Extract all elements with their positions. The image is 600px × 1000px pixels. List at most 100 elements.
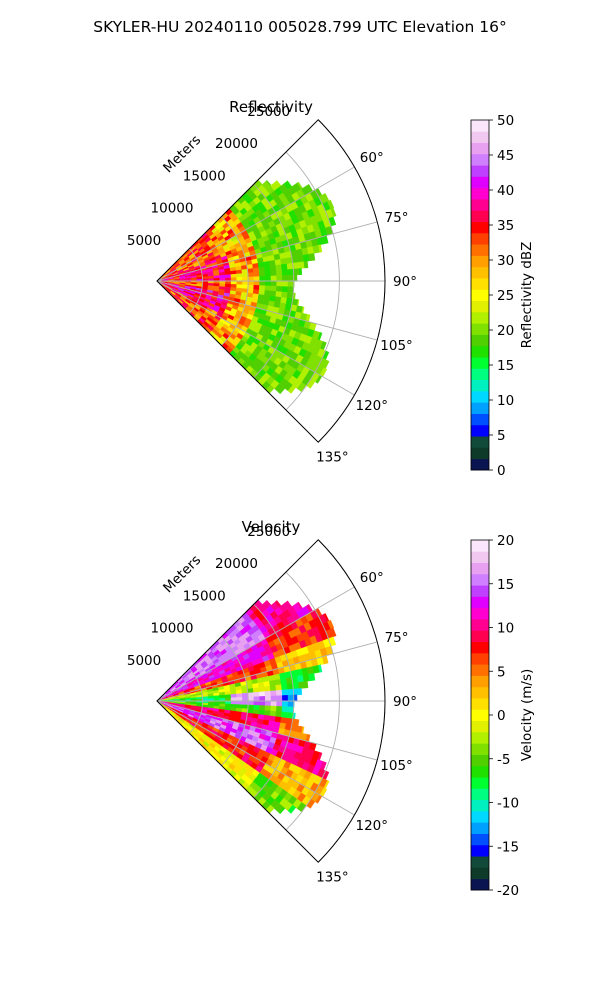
data-cell <box>236 277 243 282</box>
data-cell <box>252 267 260 273</box>
data-cell <box>241 704 249 710</box>
data-cell <box>236 280 243 285</box>
data-cell <box>241 272 249 278</box>
data-cell <box>287 268 294 276</box>
grid-spoke <box>156 586 355 702</box>
data-cell <box>247 280 255 286</box>
colorbar-segment <box>471 120 489 132</box>
colorbar-segment <box>471 731 489 744</box>
colorbar-segment <box>471 390 489 403</box>
data-cell <box>241 284 249 290</box>
colorbar-segment <box>471 289 489 302</box>
polar-frame <box>156 119 386 443</box>
colorbar-segment <box>471 458 489 471</box>
data-cell <box>253 691 260 697</box>
theta-tick-label: 105° <box>380 758 413 774</box>
data-cell <box>270 280 277 287</box>
colorbar-segment <box>471 199 489 211</box>
data-cell <box>259 276 266 282</box>
data-cell <box>298 261 305 269</box>
data-cell <box>264 695 272 702</box>
data-cell <box>258 705 266 711</box>
data-cell <box>213 695 220 699</box>
data-cell <box>287 384 297 394</box>
data-cell <box>296 802 307 813</box>
data-cell <box>278 806 286 815</box>
colorbar-segment <box>471 357 489 369</box>
data-cell <box>247 704 255 710</box>
data-cell <box>253 276 260 282</box>
data-cell <box>281 291 288 299</box>
colorbar-segment <box>471 176 489 189</box>
colorbar-segment <box>471 278 489 290</box>
data-cell <box>247 272 255 278</box>
colorbar-tick-label: 30 <box>497 253 514 269</box>
data-cell <box>235 689 243 695</box>
data-cell <box>280 678 288 685</box>
data-cell <box>327 199 335 210</box>
data-cell <box>253 696 260 702</box>
grid-spoke <box>156 641 378 702</box>
colorbar-tick-label: 25 <box>497 288 514 304</box>
colorbar-segment <box>471 436 489 448</box>
colorbar-segment <box>471 210 489 223</box>
grid-spoke <box>156 280 355 396</box>
colorbar-segment <box>471 447 489 460</box>
colorbar: 0 5 10 15 20 25 30 35 40 45 50 Reflectivity dBZ <box>470 113 535 479</box>
r-tick-label: 10000 <box>151 201 194 217</box>
panel-title: Reflectivity <box>229 98 313 116</box>
data-cell <box>247 276 255 282</box>
colorbar-tick-label: 0 <box>497 463 506 479</box>
data-cell <box>253 700 260 706</box>
grid-spoke <box>156 280 378 341</box>
data-cell <box>241 688 249 694</box>
colorbar-segment <box>471 777 489 789</box>
theta-tick-label: 60° <box>360 150 384 166</box>
colorbar-segment <box>471 867 489 880</box>
r-tick-label: 20000 <box>215 556 258 572</box>
data-cell <box>253 705 260 711</box>
colorbar-label: Velocity (m/s) <box>519 669 535 762</box>
data-cell <box>269 290 277 297</box>
data-cell <box>236 697 243 702</box>
figure-suptitle: SKYLER-HU 20240110 005028.799 UTC Elevat… <box>93 18 507 36</box>
colorbar-tick-label: 35 <box>497 218 514 234</box>
colorbar-segment <box>471 232 489 245</box>
data-cell <box>253 280 260 286</box>
data-cell <box>258 686 266 693</box>
colorbar-segment <box>471 664 489 676</box>
data-cell <box>274 678 282 686</box>
data-cell <box>236 273 243 278</box>
data-cell <box>282 280 289 287</box>
data-cell <box>230 700 238 705</box>
theta-tick-label: 135° <box>316 869 349 885</box>
colorbar-tick-label: 20 <box>497 323 514 339</box>
data-cell <box>264 690 272 697</box>
colorbar-segment <box>471 413 489 426</box>
data-cell <box>280 258 288 265</box>
colorbar-segment <box>471 300 489 313</box>
data-cell <box>247 692 255 698</box>
data-cells <box>156 179 337 395</box>
data-cell <box>270 705 277 712</box>
data-cell <box>276 706 283 713</box>
colorbar-segment <box>471 630 489 643</box>
colorbar-segment <box>471 788 489 801</box>
data-cell <box>230 697 238 702</box>
colorbar-tick-label: 15 <box>497 577 514 593</box>
theta-tick-label: 90° <box>393 274 417 290</box>
r-tick-label: 5000 <box>127 653 161 669</box>
colorbar-tick-label: 50 <box>497 113 514 129</box>
r-tick-label: 5000 <box>127 233 161 249</box>
grid-spoke <box>156 166 355 282</box>
data-cell <box>287 286 294 294</box>
colorbar-segment <box>471 844 489 857</box>
colorbar-tick-label: 45 <box>497 148 514 164</box>
colorbar-tick-label: -20 <box>497 883 519 899</box>
data-cell <box>230 277 238 282</box>
data-cell <box>270 690 277 697</box>
data-cell <box>330 627 337 637</box>
data-cell <box>318 244 323 253</box>
colorbar-tick-label: 5 <box>497 664 506 680</box>
r-tick-label: 25000 <box>247 104 290 120</box>
